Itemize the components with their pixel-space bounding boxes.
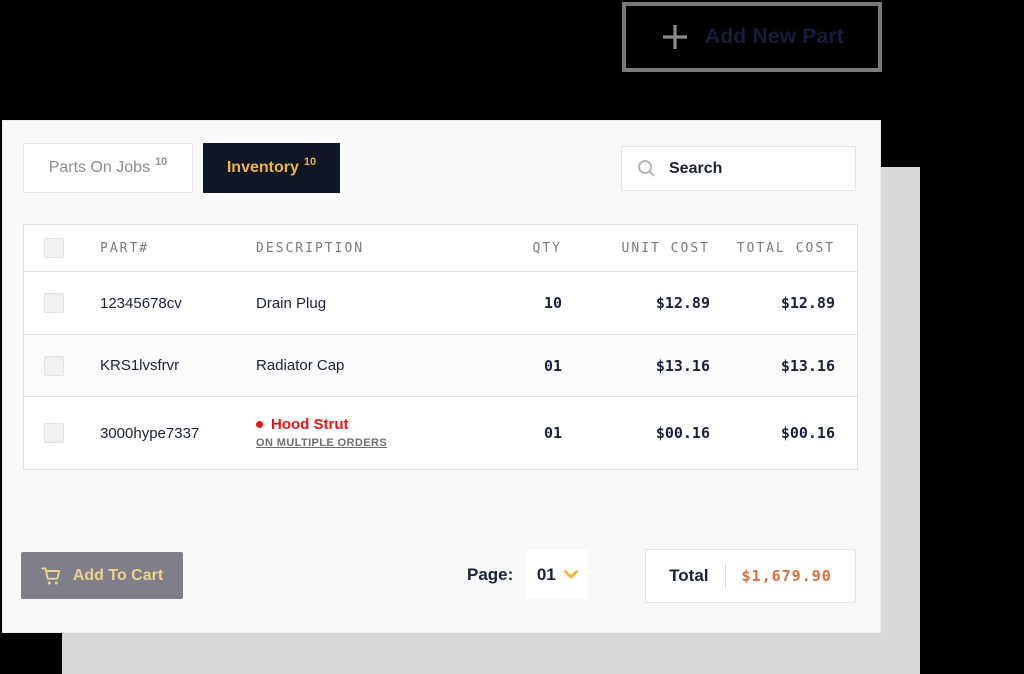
add-to-cart-button[interactable]: Add To Cart xyxy=(21,552,183,599)
pagination: Page: 01 xyxy=(467,550,589,599)
total-cost-cell: $00.16 xyxy=(780,424,835,442)
column-header-description: DESCRIPTION xyxy=(256,240,365,256)
column-header-part: PART# xyxy=(100,240,150,256)
column-header-qty: QTY xyxy=(532,240,562,256)
chevron-down-icon xyxy=(563,570,578,579)
inventory-card: Parts On Jobs 10 Inventory 10 PART# DESC… xyxy=(2,120,888,633)
add-new-part-label: Add New Part xyxy=(705,25,844,48)
row-checkbox[interactable] xyxy=(44,355,64,376)
tab-parts-on-jobs-count: 10 xyxy=(155,156,168,168)
total-value: $1,679.90 xyxy=(741,567,832,585)
tab-inventory-count: 10 xyxy=(303,156,317,168)
add-to-cart-label: Add To Cart xyxy=(72,566,164,584)
unit-cost-cell: $00.16 xyxy=(655,424,710,442)
row-checkbox[interactable] xyxy=(44,293,64,313)
description-cell: Hood Strut ON MULTIPLE ORDERS xyxy=(256,416,476,451)
part-number-cell: 12345678cv xyxy=(100,294,182,312)
page-label: Page: xyxy=(467,564,514,584)
search-input[interactable] xyxy=(669,159,888,178)
column-header-unit-cost: UNIT COST xyxy=(621,240,710,256)
unit-cost-cell: $13.16 xyxy=(655,356,710,375)
qty-cell: 10 xyxy=(543,294,562,312)
description-text: Hood Strut xyxy=(271,415,349,433)
part-number-cell: 3000hype7337 xyxy=(100,424,200,442)
search-icon xyxy=(637,159,656,178)
tab-parts-on-jobs-label: Parts On Jobs xyxy=(48,159,151,176)
multiple-orders-link[interactable]: ON MULTIPLE ORDERS xyxy=(256,436,388,449)
total-cost-cell: $12.89 xyxy=(780,294,835,312)
description-cell: Radiator Cap xyxy=(256,357,345,374)
tab-inventory-label: Inventory xyxy=(226,159,299,176)
unit-cost-cell: $12.89 xyxy=(655,294,710,312)
plus-icon xyxy=(660,22,690,52)
qty-cell: 01 xyxy=(543,356,562,375)
add-new-part-button[interactable]: Add New Part xyxy=(622,2,882,72)
description-cell: Drain Plug xyxy=(256,294,327,312)
page-select[interactable]: 01 xyxy=(526,550,589,599)
total-box: Total $1,679.90 xyxy=(645,549,856,603)
tab-inventory[interactable]: Inventory 10 xyxy=(203,143,340,193)
row-checkbox[interactable] xyxy=(44,423,64,443)
table-row: 3000hype7337 Hood Strut ON MULTIPLE ORDE… xyxy=(24,396,857,469)
total-divider xyxy=(724,563,726,589)
alert-description: Hood Strut xyxy=(256,416,476,433)
qty-cell: 01 xyxy=(543,424,562,442)
total-label: Total xyxy=(669,566,709,585)
total-cost-cell: $13.16 xyxy=(780,356,835,375)
page-value: 01 xyxy=(536,564,556,584)
table-row: KRS1lvsfrvr Radiator Cap 01 $13.16 $13.1… xyxy=(24,334,857,396)
tab-parts-on-jobs[interactable]: Parts On Jobs 10 xyxy=(23,143,193,193)
column-header-total-cost: TOTAL COST xyxy=(736,240,835,256)
parts-table: PART# DESCRIPTION QTY UNIT COST TOTAL CO… xyxy=(23,224,858,470)
select-all-checkbox[interactable] xyxy=(44,238,64,258)
search-box xyxy=(621,146,888,191)
table-header-row: PART# DESCRIPTION QTY UNIT COST TOTAL CO… xyxy=(24,225,857,271)
alert-dot-icon xyxy=(256,420,263,428)
table-row: 12345678cv Drain Plug 10 $12.89 $12.89 xyxy=(24,271,857,334)
part-number-cell: KRS1lvsfrvr xyxy=(100,357,180,374)
cart-icon xyxy=(41,566,62,586)
